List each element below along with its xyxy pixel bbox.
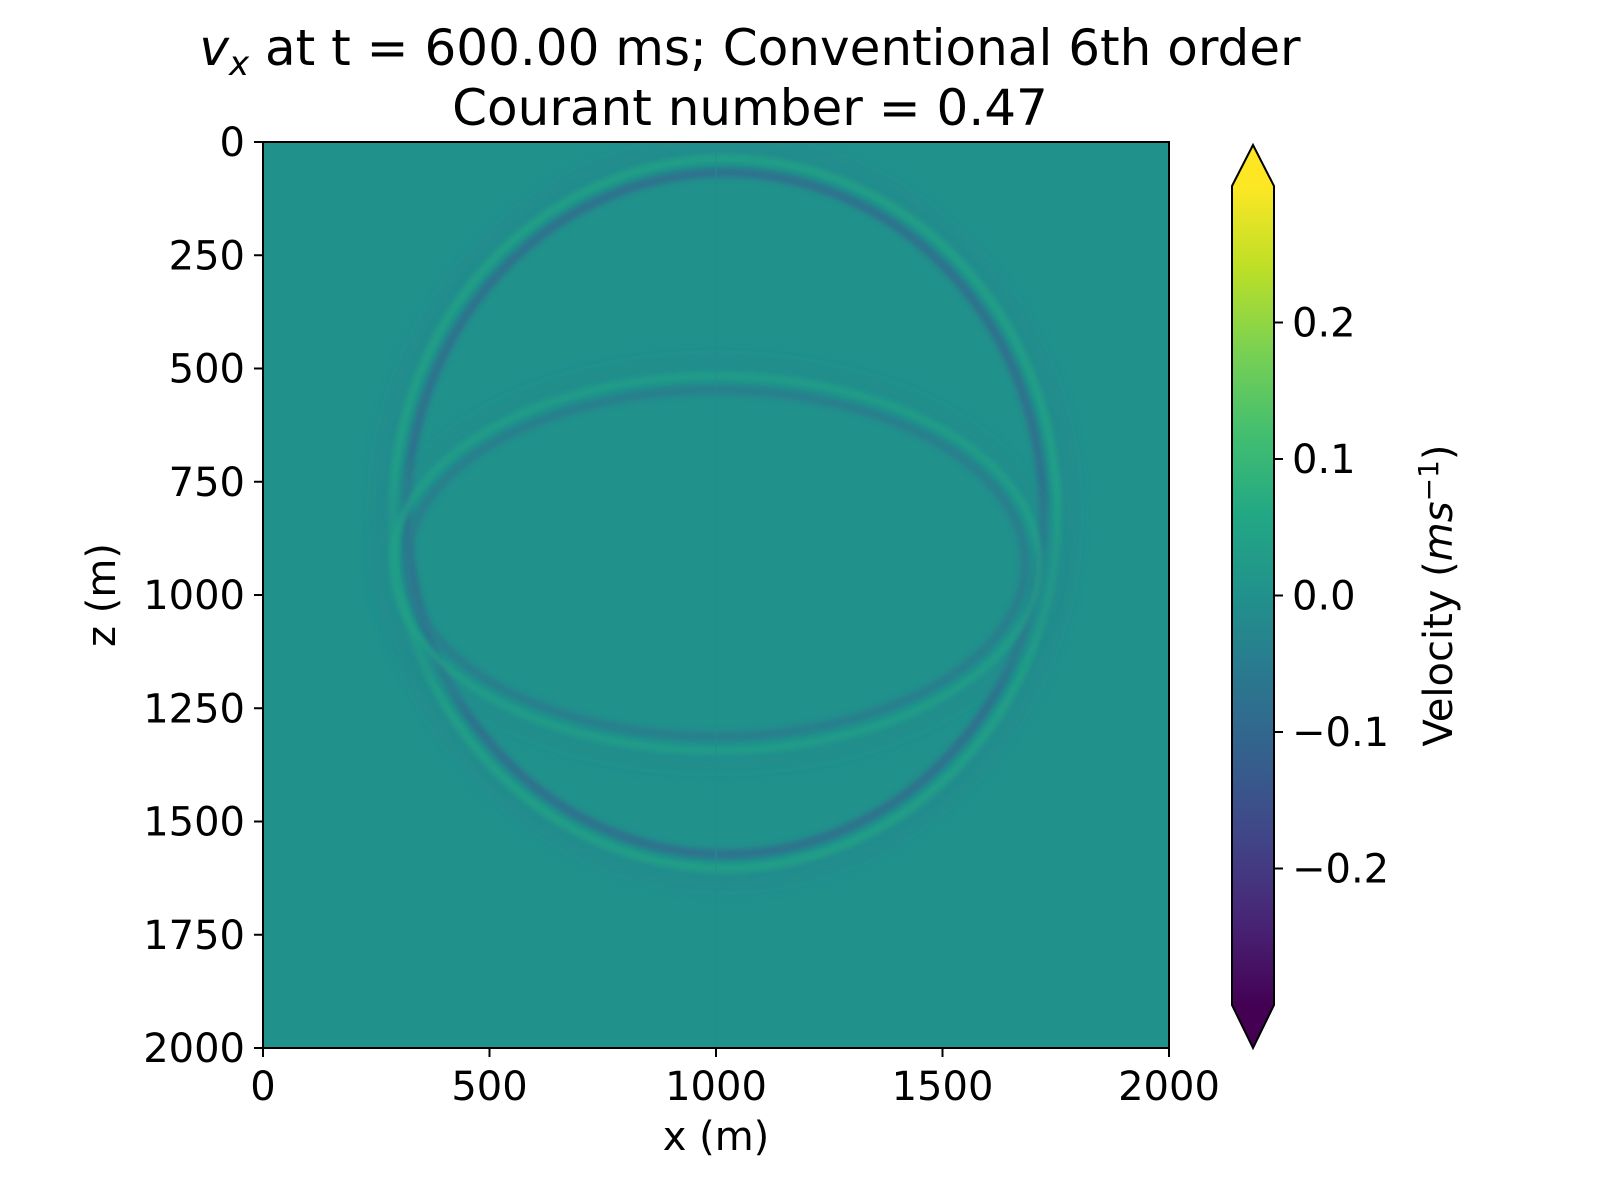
- x-tick-label: 2000: [1118, 1064, 1220, 1110]
- y-tick-label: 1250: [143, 686, 245, 732]
- chart-title-line-1: vx at t = 600.00 ms; Conventional 6th or…: [0, 19, 1500, 84]
- y-tick-label: 0: [220, 120, 245, 166]
- x-tick-label: 0: [250, 1064, 275, 1110]
- p-wave-front-halo: [376, 142, 1075, 886]
- x-axis-label: x (m): [663, 1114, 770, 1160]
- title-text: at t = 600.00 ms; Conventional 6th order: [249, 19, 1301, 77]
- y-tick-label: 750: [169, 460, 245, 506]
- colorbar: −0.2 −0.1 0.0 0.1 0.2 Velocity (ms−1): [1231, 142, 1462, 1051]
- x-tick-label: 500: [451, 1064, 527, 1110]
- chart-title-line-2: Courant number = 0.47: [452, 79, 1048, 137]
- colorbar-outline: [1231, 142, 1275, 1051]
- colorbar-gradient: [1232, 186, 1274, 1005]
- colorbar-label: Velocity (ms−1): [1412, 445, 1462, 747]
- y-tick-label: 1000: [143, 573, 245, 619]
- colorbar-tick-label: 0.2: [1292, 301, 1356, 347]
- y-tick-label: 2000: [143, 1026, 245, 1072]
- title-symbol-subscript: x: [229, 44, 250, 84]
- y-tick-label: 250: [169, 233, 245, 279]
- colorbar-tick-label: 0.0: [1292, 574, 1356, 620]
- plot-area: [263, 142, 1169, 1048]
- y-tick-label: 500: [169, 347, 245, 393]
- colorbar-extend-min: [1232, 1005, 1274, 1048]
- colorbar-tick-label: −0.1: [1292, 710, 1389, 756]
- colorbar-tick-label: −0.2: [1292, 847, 1389, 893]
- x-tick-label: 1500: [892, 1064, 994, 1110]
- colorbar-tick-label: 0.1: [1292, 437, 1356, 483]
- y-tick-label: 1500: [143, 800, 245, 846]
- wavefield: [375, 142, 1075, 1048]
- y-axis-label: z (m): [79, 543, 125, 647]
- axes: 0 500 1000 1500 2000025050075010001250150017…: [79, 120, 1220, 1160]
- colorbar-extend-max: [1232, 145, 1274, 186]
- title-symbol: v: [199, 19, 230, 77]
- x-tick-label: 1000: [665, 1064, 767, 1110]
- y-tick-label: 1750: [143, 913, 245, 959]
